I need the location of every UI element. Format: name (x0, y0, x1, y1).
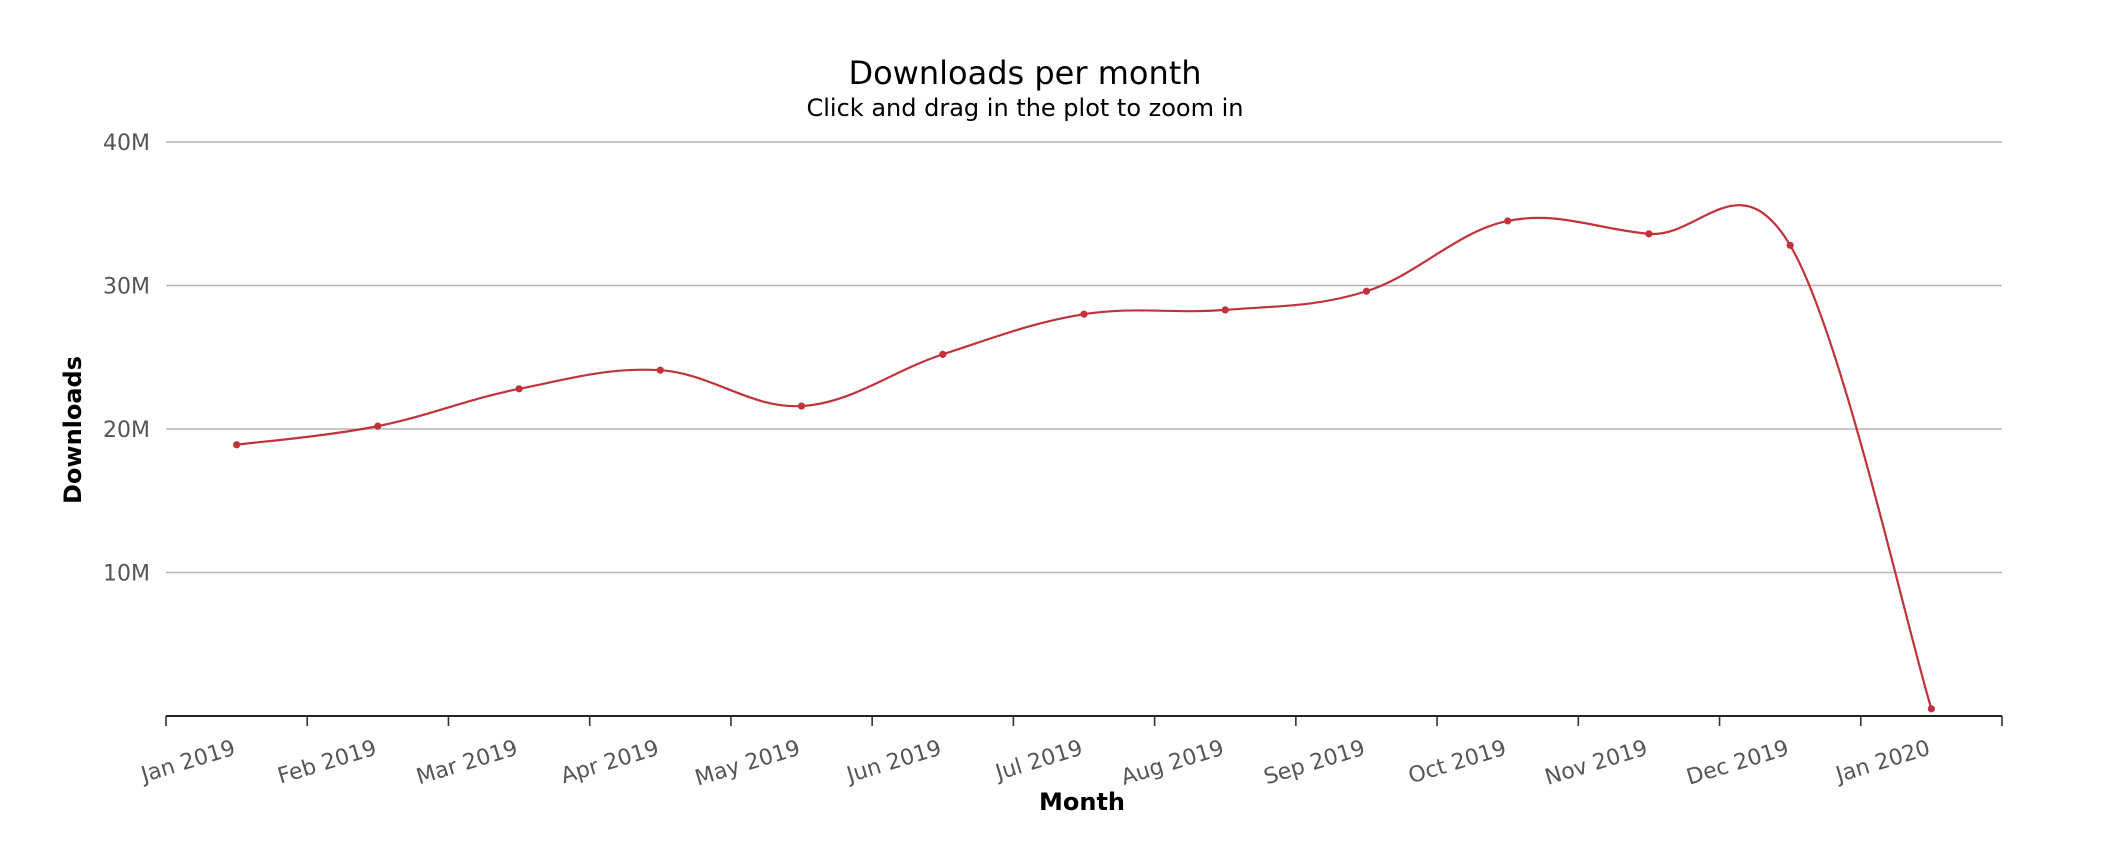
data-point (1927, 705, 1935, 713)
data-point (1645, 230, 1653, 238)
axis-layer: 10M 20M 30M 40M Jan 2019 Feb 2019 Mar 2019 Apr … (103, 131, 2003, 792)
grid-layer (166, 141, 2002, 574)
x-tick-label: Aug 2019 (1118, 736, 1227, 791)
x-tick-label: Jun 2019 (842, 736, 944, 789)
data-point (1080, 310, 1088, 318)
series-layer (233, 204, 1935, 713)
y-axis-title: Downloads (59, 356, 87, 504)
x-tick-label: May 2019 (692, 736, 803, 792)
chart-subtitle: Click and drag in the plot to zoom in (807, 94, 1244, 122)
y-tick-label: 20M (103, 418, 150, 443)
x-tick-label: Jul 2019 (991, 736, 1086, 787)
data-point (1221, 306, 1229, 314)
y-tick-label: 10M (103, 562, 150, 587)
data-point (1504, 217, 1512, 225)
x-tick-label: Mar 2019 (414, 736, 521, 790)
y-tick-label: 40M (103, 131, 150, 156)
y-tick-label: 30M (103, 275, 150, 300)
data-point (656, 366, 664, 374)
x-tick-label: Nov 2019 (1542, 736, 1651, 791)
data-point (797, 402, 806, 410)
x-tick-label: Apr 2019 (558, 736, 662, 789)
x-tick-label: Dec 2019 (1684, 736, 1792, 791)
x-tick-label: Jan 2020 (1831, 736, 1933, 789)
data-point (233, 441, 241, 449)
x-tick-label: Jan 2019 (136, 736, 238, 789)
data-point (515, 385, 523, 393)
x-tick-label: Feb 2019 (275, 736, 380, 790)
x-axis-title: Month (1039, 788, 1125, 816)
data-point (374, 422, 382, 430)
data-point (939, 350, 947, 358)
x-tick-label: Sep 2019 (1261, 736, 1368, 790)
x-tick-label: Oct 2019 (1406, 736, 1510, 789)
data-point (1362, 287, 1371, 295)
data-point (1786, 241, 1794, 249)
series-line (236, 204, 1933, 710)
chart-title: Downloads per month (848, 54, 1201, 92)
